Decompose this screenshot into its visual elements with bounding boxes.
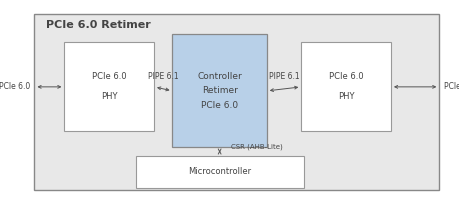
FancyBboxPatch shape (172, 34, 266, 147)
Text: PCIe 6.0: PCIe 6.0 (0, 82, 30, 91)
Text: PIPE 6.1: PIPE 6.1 (148, 72, 178, 81)
FancyBboxPatch shape (64, 42, 154, 131)
Text: Microcontroller: Microcontroller (188, 167, 251, 176)
Text: Retimer: Retimer (202, 86, 237, 95)
Text: PHY: PHY (101, 93, 117, 101)
Text: PCIe 6.0: PCIe 6.0 (443, 82, 459, 91)
Text: PCIe 6.0: PCIe 6.0 (201, 101, 238, 109)
Text: PIPE 6.1: PIPE 6.1 (268, 72, 299, 81)
FancyBboxPatch shape (301, 42, 390, 131)
Text: Controller: Controller (197, 72, 241, 81)
FancyBboxPatch shape (34, 14, 438, 190)
Text: PCIe 6.0 Retimer: PCIe 6.0 Retimer (46, 20, 151, 30)
Text: CSR (AHB-Lite): CSR (AHB-Lite) (230, 143, 282, 150)
FancyBboxPatch shape (135, 156, 303, 188)
Text: PCIe 6.0: PCIe 6.0 (328, 72, 363, 81)
Text: PHY: PHY (337, 93, 353, 101)
Text: PCIe 6.0: PCIe 6.0 (92, 72, 126, 81)
